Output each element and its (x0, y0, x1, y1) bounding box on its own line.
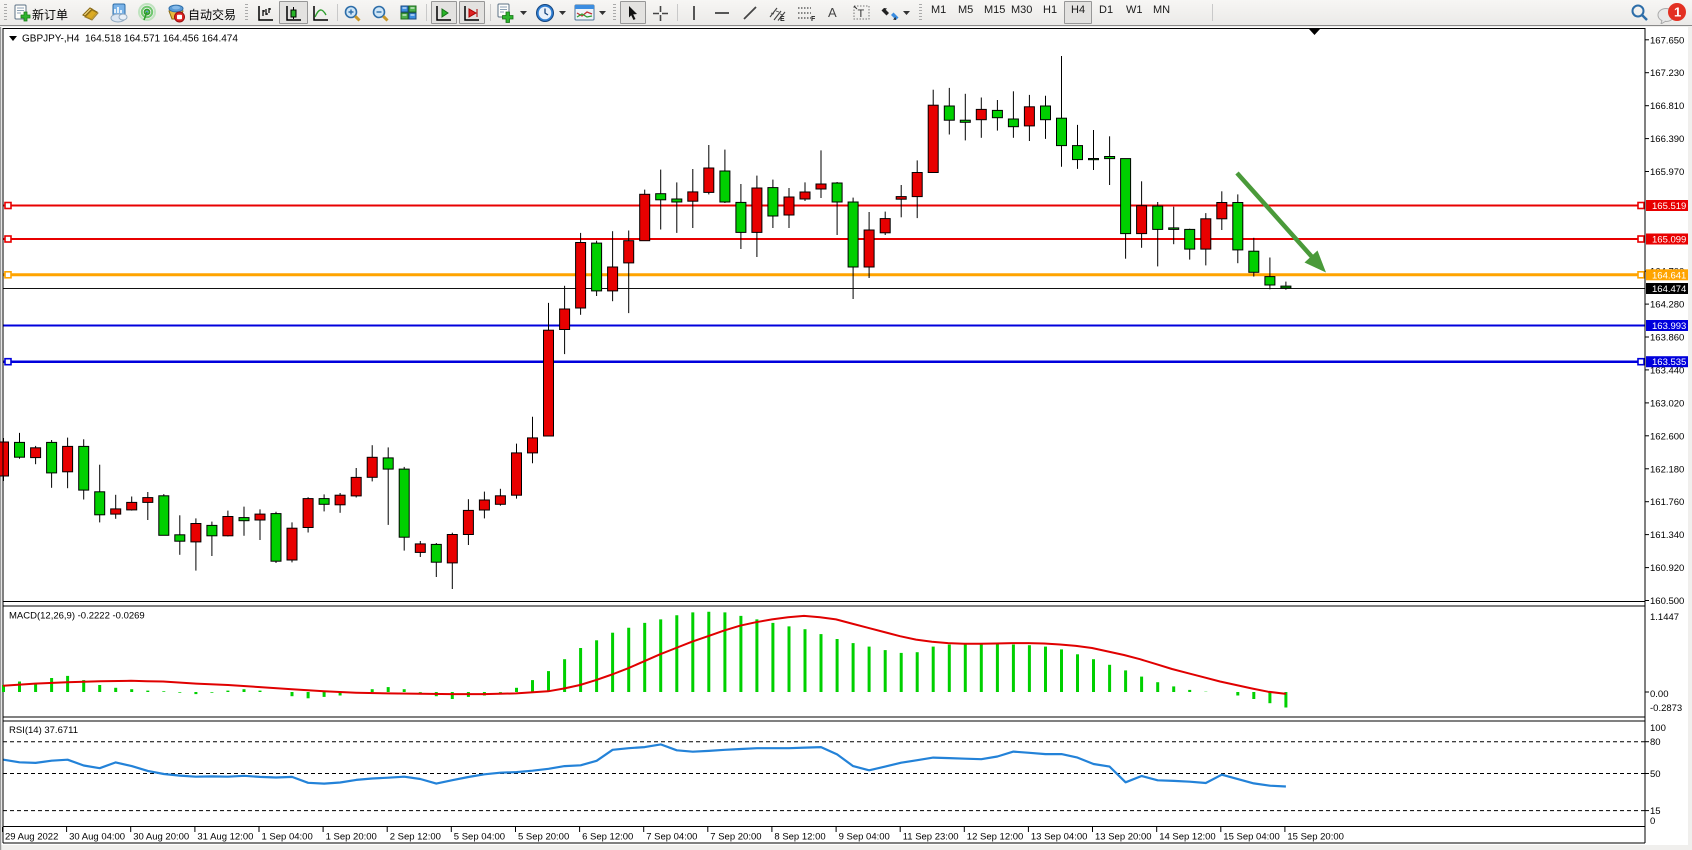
svg-text:-0.2873: -0.2873 (1650, 703, 1682, 714)
svg-text:80: 80 (1650, 737, 1661, 748)
svg-text:167.650: 167.650 (1650, 35, 1684, 46)
svg-text:161.340: 161.340 (1650, 530, 1684, 541)
svg-text:164.641: 164.641 (1652, 270, 1686, 281)
svg-text:166.390: 166.390 (1650, 134, 1684, 145)
svg-text:1 Sep 04:00: 1 Sep 04:00 (262, 832, 313, 843)
svg-text:6 Sep 12:00: 6 Sep 12:00 (582, 832, 633, 843)
svg-text:8 Sep 12:00: 8 Sep 12:00 (774, 832, 825, 843)
svg-text:1.1447: 1.1447 (1650, 612, 1679, 623)
svg-text:162.180: 162.180 (1650, 464, 1684, 475)
svg-text:15 Sep 04:00: 15 Sep 04:00 (1223, 832, 1280, 843)
svg-text:163.020: 163.020 (1650, 398, 1684, 409)
svg-text:160.920: 160.920 (1650, 563, 1684, 574)
svg-text:163.993: 163.993 (1652, 321, 1686, 332)
svg-text:GBPJPY-,H4 164.518 164.571 16: GBPJPY-,H4 164.518 164.571 164.456 164.4… (22, 34, 238, 45)
svg-text:30 Aug 04:00: 30 Aug 04:00 (69, 832, 125, 843)
svg-text:MACD(12,26,9) -0.2222 -0.0269: MACD(12,26,9) -0.2222 -0.0269 (9, 611, 145, 622)
svg-text:163.535: 163.535 (1652, 357, 1686, 368)
svg-text:0.00: 0.00 (1650, 689, 1669, 700)
svg-text:164.474: 164.474 (1652, 284, 1686, 295)
svg-text:166.810: 166.810 (1650, 101, 1684, 112)
svg-text:30 Aug 20:00: 30 Aug 20:00 (133, 832, 189, 843)
svg-text:50: 50 (1650, 769, 1661, 780)
svg-text:163.860: 163.860 (1650, 333, 1684, 344)
svg-text:13 Sep 04:00: 13 Sep 04:00 (1031, 832, 1088, 843)
svg-text:165.099: 165.099 (1652, 235, 1686, 246)
svg-text:T: T (858, 8, 865, 20)
svg-text:31 Aug 12:00: 31 Aug 12:00 (197, 832, 253, 843)
svg-text:11 Sep 23:00: 11 Sep 23:00 (903, 832, 959, 843)
svg-text:164.280: 164.280 (1650, 300, 1684, 311)
svg-text:1 Sep 20:00: 1 Sep 20:00 (326, 832, 377, 843)
svg-text:100: 100 (1650, 723, 1666, 734)
svg-text:E: E (780, 16, 785, 22)
svg-text:29 Aug 2022: 29 Aug 2022 (5, 832, 58, 843)
svg-text:162.600: 162.600 (1650, 431, 1684, 442)
svg-text:1: 1 (1674, 5, 1681, 20)
svg-text:14 Sep 12:00: 14 Sep 12:00 (1159, 832, 1216, 843)
svg-text:2 Sep 12:00: 2 Sep 12:00 (390, 832, 441, 843)
svg-text:7 Sep 04:00: 7 Sep 04:00 (646, 832, 697, 843)
svg-text:15 Sep 20:00: 15 Sep 20:00 (1287, 832, 1344, 843)
svg-text:161.760: 161.760 (1650, 497, 1684, 508)
svg-text:9 Sep 04:00: 9 Sep 04:00 (839, 832, 890, 843)
svg-text:0: 0 (1650, 816, 1655, 827)
svg-text:13 Sep 20:00: 13 Sep 20:00 (1095, 832, 1152, 843)
svg-text:7 Sep 20:00: 7 Sep 20:00 (710, 832, 761, 843)
svg-text:163.440: 163.440 (1650, 365, 1684, 376)
svg-text:165.970: 165.970 (1650, 167, 1684, 178)
svg-text:165.519: 165.519 (1652, 201, 1686, 212)
svg-text:160.500: 160.500 (1650, 596, 1684, 607)
svg-text:12 Sep 12:00: 12 Sep 12:00 (967, 832, 1024, 843)
svg-text:F: F (811, 16, 816, 22)
svg-text:RSI(14) 37.6711: RSI(14) 37.6711 (9, 725, 78, 736)
svg-text:15: 15 (1650, 806, 1661, 817)
svg-text:5 Sep 20:00: 5 Sep 20:00 (518, 832, 569, 843)
svg-text:5 Sep 04:00: 5 Sep 04:00 (454, 832, 505, 843)
svg-text:167.230: 167.230 (1650, 68, 1684, 79)
